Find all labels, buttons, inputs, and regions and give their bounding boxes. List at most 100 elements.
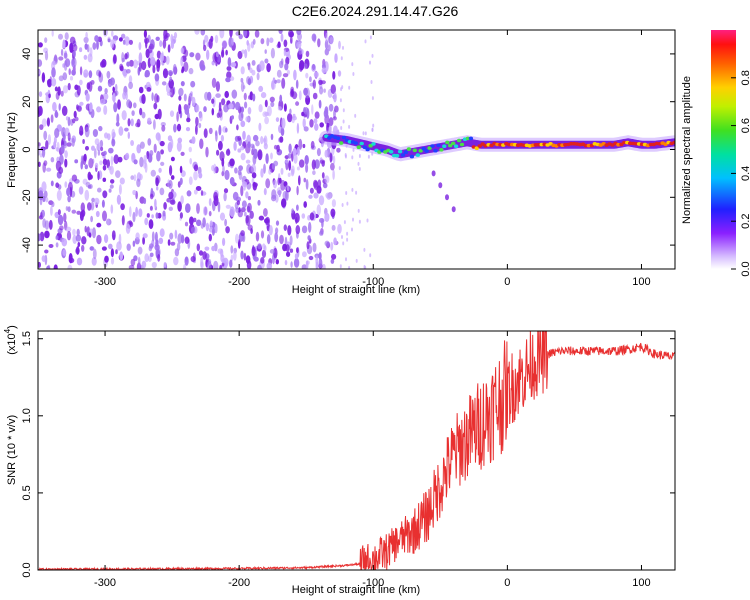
spectrogram-noise-speckle (109, 184, 114, 189)
snr-panel: -300 -200 -100 0 100 0.0 0.5 1.0 1.5 Height of … (3, 325, 676, 596)
spectrogram-noise-speckle (67, 264, 73, 269)
spectrogram-noise-speckle (48, 219, 53, 230)
spectrogram-noise-speckle (307, 235, 311, 241)
spectrogram-noise-speckle (296, 41, 302, 49)
descending-branch-point (445, 194, 449, 201)
spectrogram-noise-speckle (113, 102, 118, 113)
spectrogram-noise-speckle (180, 56, 184, 67)
spectrogram-noise-speckle (222, 237, 226, 247)
spectrogram-noise-speckle (183, 263, 187, 269)
spectrogram-noise-speckle (168, 191, 174, 200)
spectrogram-noise-speckle (188, 92, 193, 102)
spectrogram-noise-speckle (111, 30, 114, 37)
spectrogram-noise-speckle (184, 49, 189, 57)
spectrogram-noise-speckle (296, 247, 299, 254)
spectrogram-noise-speckle (316, 148, 321, 157)
signal-track-blob (362, 145, 367, 150)
spectrogram-noise-speckle (275, 227, 279, 234)
spectrogram-noise-speckle (285, 159, 289, 164)
spectrogram-noise-speckle (240, 230, 245, 237)
spectrogram-noise-speckle (289, 235, 293, 246)
spectrogram-noise-speckle (330, 241, 334, 251)
spectrogram-noise-speckle (156, 150, 161, 162)
spectrogram-noise-speckle (106, 159, 110, 169)
spectrogram-noise-speckle (119, 65, 124, 72)
spectrogram-noise-speckle (128, 220, 133, 226)
spectrogram-noise-speckle (200, 190, 204, 196)
spectrogram-noise-speckle (132, 211, 136, 223)
spectrogram-noise-speckle (324, 212, 330, 222)
spectrogram-noise-speckle (41, 72, 46, 83)
spectrogram-noise-speckle (138, 86, 144, 94)
signal-track-blob (427, 146, 432, 150)
spectrogram-noise-speckle (319, 230, 324, 236)
spectrogram-noise-speckle (255, 140, 260, 147)
spectrogram-noise-speckle (135, 206, 139, 217)
spectrogram-noise-speckle (52, 60, 56, 66)
spectrogram-noise-speckle (324, 175, 330, 184)
spectrogram-sparse-speckle (342, 119, 345, 124)
spectrogram-noise-speckle (55, 182, 60, 188)
spectrogram-noise-speckle (63, 52, 68, 59)
spectrogram-noise-speckle (117, 99, 121, 110)
spectrogram-noise-speckle (241, 200, 247, 208)
spectrogram-noise-speckle (97, 142, 101, 151)
spectrogram-noise-speckle (215, 51, 219, 58)
spectrogram-noise-speckle (169, 110, 175, 117)
spectrogram-noise-speckle (173, 256, 179, 266)
spectrogram-noise-speckle (108, 188, 112, 193)
spectrogram-noise-speckle (223, 192, 227, 202)
spectrogram-noise-speckle (129, 206, 132, 218)
spectrogram-noise-speckle (298, 159, 305, 168)
colorbar-tick-label: 0.4 (740, 166, 750, 181)
spectrogram-noise-speckle (161, 124, 166, 132)
spectrogram-noise-speckle (89, 184, 93, 189)
spectrogram-noise-speckle (38, 142, 41, 147)
spectrogram-noise-speckle (160, 122, 166, 127)
spectrogram-noise-speckle (139, 156, 144, 168)
snr-y-tick-label: 1.5 (21, 331, 33, 346)
spectrogram-noise-speckle (331, 199, 336, 208)
spectrogram-noise-speckle (327, 44, 331, 52)
spectrogram-noise-speckle (217, 201, 221, 213)
snr-x-axis-label: Height of straight line (km) (292, 584, 420, 596)
spectrogram-noise-speckle (148, 43, 154, 50)
spectrogram-noise-speckle (311, 104, 314, 115)
spectrogram-noise-speckle (145, 38, 148, 49)
spectrogram-noise-speckle (195, 186, 202, 191)
spectrogram-noise-speckle (229, 259, 233, 268)
spectrogram-sparse-speckle (358, 154, 361, 158)
spectrogram-noise-speckle (285, 190, 289, 201)
signal-track-blob (477, 144, 482, 148)
spectrogram-noise-speckle (302, 251, 307, 258)
spectrogram-noise-speckle (313, 180, 319, 190)
spectrogram-noise-speckle (281, 77, 286, 89)
snr-x-tick-label: -300 (94, 577, 116, 589)
spectrogram-noise-speckle (293, 258, 300, 268)
spectrogram-sparse-speckle (371, 127, 374, 132)
spectrogram-noise-speckle (296, 166, 300, 171)
snr-multiplier-base: (x10 (6, 333, 18, 354)
spectrogram-noise-speckle (249, 91, 254, 101)
descending-branch-point (431, 170, 436, 177)
spectrogram-noise-speckle (257, 264, 262, 269)
spectrogram-sparse-speckle (363, 247, 366, 252)
spectrogram-noise-speckle (96, 234, 102, 245)
spectrogram-noise-speckle (176, 123, 182, 132)
spectrogram-noise-speckle (235, 207, 239, 213)
spectrogram-noise-speckle (170, 138, 174, 149)
spectrogram-noise-speckle (47, 264, 51, 269)
spectrogram-noise-speckle (191, 96, 196, 107)
spectrogram-noise-speckle (222, 164, 225, 175)
spectrogram-noise-speckle (44, 249, 49, 254)
spectrogram-noise-speckle (237, 50, 243, 60)
spectrogram-noise-speckle (245, 159, 251, 164)
spectrogram-noise-speckle (312, 92, 318, 100)
spectrogram-noise-speckle (333, 92, 337, 103)
spectrogram-noise-speckle (71, 69, 76, 76)
spectrogram-noise-speckle (180, 234, 185, 244)
spectrogram-sparse-speckle (351, 187, 354, 192)
spectrogram-noise-speckle (264, 49, 267, 54)
spectrogram-noise-speckle (298, 138, 303, 150)
